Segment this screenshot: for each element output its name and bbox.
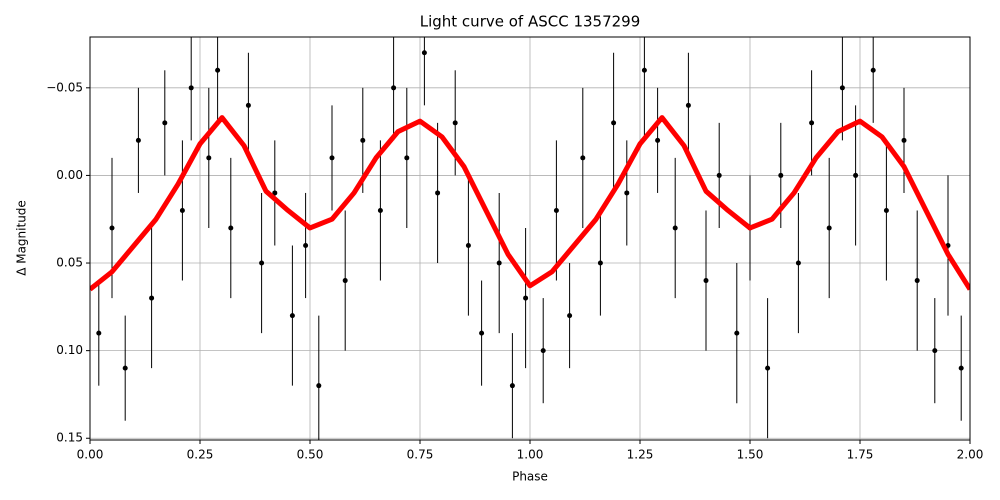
x-axis-label: Phase <box>512 470 548 484</box>
data-point <box>96 330 102 336</box>
data-point <box>162 120 168 126</box>
plot-frame <box>89 36 971 441</box>
x-tick-label: 1.50 <box>737 448 764 462</box>
smoothed-curve <box>90 115 970 292</box>
data-point <box>329 155 335 161</box>
data-point <box>765 365 771 371</box>
data-point <box>641 67 647 73</box>
data-point <box>259 260 265 266</box>
data-point <box>272 190 278 196</box>
y-tick-label: 0.10 <box>56 343 83 357</box>
data-point <box>421 50 427 56</box>
data-point <box>215 67 221 73</box>
data-point <box>303 243 309 249</box>
data-point <box>496 260 502 266</box>
x-tick-label: 1.25 <box>627 448 654 462</box>
data-point <box>289 313 295 319</box>
data-point <box>914 278 920 284</box>
chart-title: Light curve of ASCC 1357299 <box>420 13 641 31</box>
data-point <box>188 85 194 91</box>
data-point <box>826 225 832 231</box>
data-point <box>778 172 784 178</box>
data-point <box>360 137 366 143</box>
y-axis-label: Δ Magnitude <box>15 200 29 276</box>
data-point <box>870 67 876 73</box>
data-point <box>883 207 889 213</box>
data-point <box>611 120 617 126</box>
y-tick-label: 0.15 <box>56 431 83 445</box>
data-point <box>391 85 397 91</box>
data-point <box>597 260 603 266</box>
x-tick-label: 0.75 <box>407 448 434 462</box>
data-point <box>122 365 128 371</box>
data-point <box>703 278 709 284</box>
data-point <box>109 225 115 231</box>
data-point <box>342 278 348 284</box>
data-point <box>206 155 212 161</box>
data-point <box>655 137 661 143</box>
data-point <box>553 207 559 213</box>
data-point <box>734 330 740 336</box>
data-point <box>567 313 573 319</box>
data-point <box>404 155 410 161</box>
x-tick-label: 0.25 <box>187 448 214 462</box>
data-point <box>479 330 485 336</box>
y-tick-label: −0.05 <box>46 80 83 94</box>
data-point <box>316 383 322 389</box>
x-tick-label: 1.75 <box>847 448 874 462</box>
data-point <box>839 85 845 91</box>
data-point <box>932 348 938 354</box>
y-tick-label: 0.00 <box>56 168 83 182</box>
data-point <box>809 120 815 126</box>
data-point <box>523 295 529 301</box>
x-tick-label: 0.50 <box>297 448 324 462</box>
y-tick-label: 0.05 <box>56 256 83 270</box>
data-point <box>179 207 185 213</box>
data-point <box>958 365 964 371</box>
data-point <box>228 225 234 231</box>
data-point <box>509 383 515 389</box>
data-point <box>149 295 155 301</box>
data-point <box>716 172 722 178</box>
data-point <box>135 137 141 143</box>
data-point <box>580 155 586 161</box>
data-point <box>901 137 907 143</box>
data-point <box>540 348 546 354</box>
data-point <box>685 102 691 108</box>
data-point <box>672 225 678 231</box>
data-point <box>853 172 859 178</box>
data-point <box>465 243 471 249</box>
data-point <box>435 190 441 196</box>
data-point <box>795 260 801 266</box>
x-tick-label: 1.00 <box>517 448 544 462</box>
plot-area <box>90 37 970 440</box>
data-point <box>452 120 458 126</box>
data-point <box>245 102 251 108</box>
x-tick-label: 2.00 <box>957 448 984 462</box>
x-tick-label: 0.00 <box>77 448 104 462</box>
data-point <box>377 207 383 213</box>
data-point <box>624 190 630 196</box>
